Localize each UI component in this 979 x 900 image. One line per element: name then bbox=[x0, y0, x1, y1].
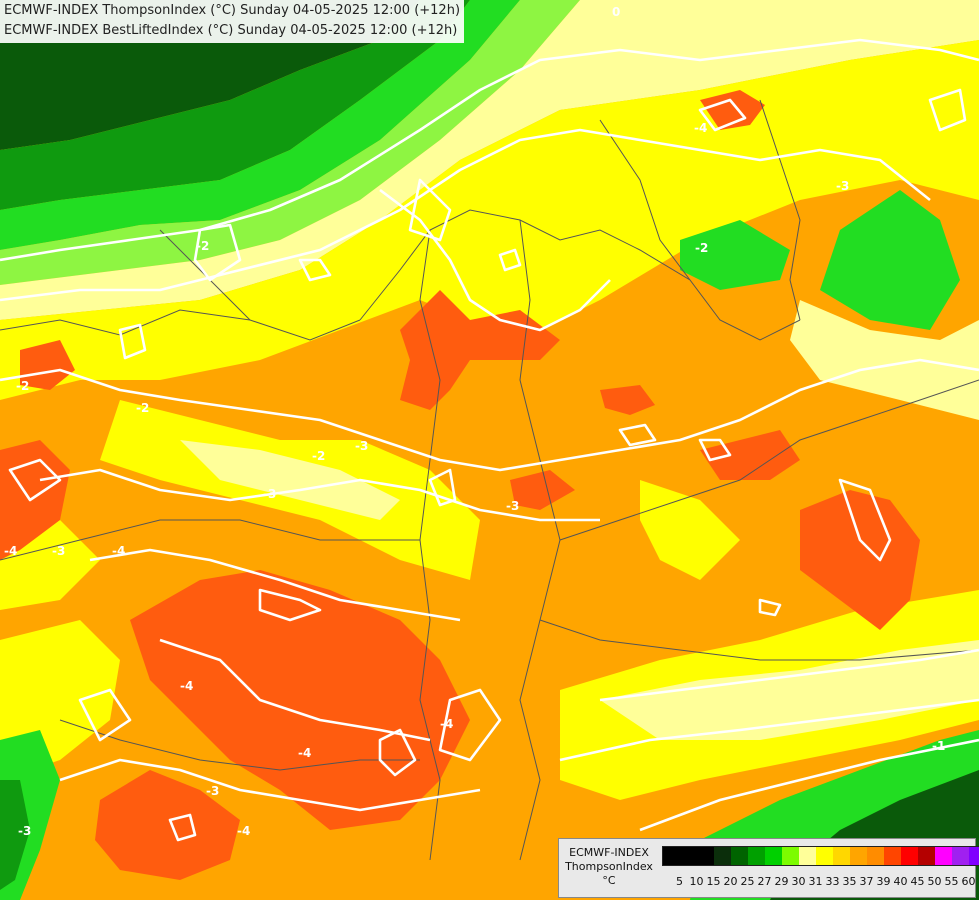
legend-swatch bbox=[714, 847, 731, 865]
field-darkgreen-sw bbox=[0, 780, 30, 890]
contour-label: -2 bbox=[136, 401, 149, 415]
legend-swatch bbox=[901, 847, 918, 865]
field-paleyellow-north bbox=[0, 0, 979, 320]
contour-label: -3 bbox=[18, 824, 31, 838]
legend-tick-label: 50 bbox=[927, 875, 942, 888]
field-redorange-east bbox=[800, 490, 920, 630]
legend-swatch bbox=[697, 847, 714, 865]
contour-label: -4 bbox=[112, 544, 125, 558]
legend-swatch bbox=[748, 847, 765, 865]
contour-label: -4 bbox=[298, 746, 311, 760]
contour-label: -3 bbox=[836, 179, 849, 193]
contour-lines bbox=[0, 38, 979, 842]
contour-label: -1 bbox=[932, 739, 945, 753]
contour-label: -3 bbox=[52, 544, 65, 558]
field-redorange-sw2 bbox=[95, 770, 240, 880]
legend-tick-label: 29 bbox=[774, 875, 789, 888]
legend-unit: °C bbox=[602, 874, 616, 887]
field-lightgreen-north bbox=[0, 0, 580, 285]
legend-tick-label: 15 bbox=[706, 875, 721, 888]
legend-tick-label: 27 bbox=[757, 875, 772, 888]
legend-tick-label: 40 bbox=[893, 875, 908, 888]
legend-swatch bbox=[918, 847, 935, 865]
field-redorange-mid bbox=[700, 430, 800, 480]
field-redorange-nw bbox=[20, 340, 75, 390]
contour-label: -2 bbox=[196, 239, 209, 253]
map-title-box: ECMWF-INDEX ThompsonIndex (°C) Sunday 04… bbox=[0, 0, 465, 43]
legend-swatch bbox=[765, 847, 782, 865]
legend-tick-label: 39 bbox=[876, 875, 891, 888]
contour-label: -3 bbox=[206, 784, 219, 798]
legend-swatch bbox=[799, 847, 816, 865]
field-yellow-north bbox=[0, 40, 979, 400]
field-green-east bbox=[820, 190, 960, 330]
contour-label: -4 bbox=[440, 717, 453, 731]
legend-label: ECMWF-INDEX ThompsonIndex °C bbox=[563, 846, 655, 888]
legend-swatch bbox=[884, 847, 901, 865]
contour-label: -2 bbox=[16, 379, 29, 393]
legend-tick-label: 30 bbox=[791, 875, 806, 888]
contour-label: -4 bbox=[180, 679, 193, 693]
legend-tick-label: 31 bbox=[808, 875, 823, 888]
legend-tick-label: 10 bbox=[689, 875, 704, 888]
legend-swatch bbox=[782, 847, 799, 865]
legend-swatch bbox=[952, 847, 969, 865]
title-best-lifted-index: ECMWF-INDEX BestLiftedIndex (°C) Sunday … bbox=[4, 23, 458, 38]
contour-label: -3 bbox=[506, 499, 519, 513]
legend-subtitle: ThompsonIndex bbox=[565, 860, 653, 873]
legend-swatch bbox=[935, 847, 952, 865]
contour-label: -3 bbox=[355, 439, 368, 453]
field-green-north bbox=[0, 0, 470, 210]
contour-label: -3 bbox=[263, 487, 276, 501]
legend-swatch bbox=[816, 847, 833, 865]
field-paleyellow-east bbox=[790, 300, 979, 420]
field-lightgreen-east bbox=[680, 220, 790, 290]
contour-label: -2 bbox=[695, 241, 708, 255]
legend-tick-label: 25 bbox=[740, 875, 755, 888]
field-redorange-c3 bbox=[510, 470, 575, 510]
contour-label: -4 bbox=[237, 824, 250, 838]
field-redorange-ne bbox=[700, 90, 765, 130]
contour-label: 0 bbox=[612, 5, 620, 19]
legend-tick-label: 45 bbox=[910, 875, 925, 888]
field-redorange-west bbox=[0, 440, 70, 560]
legend-swatch bbox=[680, 847, 697, 865]
contour-label: -4 bbox=[4, 544, 17, 558]
field-paleyellow-central bbox=[180, 440, 400, 520]
legend-tick-label: 37 bbox=[859, 875, 874, 888]
legend-swatch bbox=[833, 847, 850, 865]
legend-swatches bbox=[662, 846, 979, 866]
legend-tick-label: 60 bbox=[961, 875, 976, 888]
contour-label-group: -2 -2 -2 -3 -3 -3 -3 -4 -4 -4 -4 -4 -3 -… bbox=[4, 5, 945, 838]
legend-swatch bbox=[731, 847, 748, 865]
legend-swatch bbox=[969, 847, 979, 865]
legend-ticks: 5 10 15 20 25 27 29 30 31 33 35 37 39 40 45 50 55 60 bbox=[671, 875, 977, 888]
color-legend: ECMWF-INDEX ThompsonIndex °C 5 10 15 20 25 27… bbox=[558, 838, 979, 898]
title-thompson-index: ECMWF-INDEX ThompsonIndex (°C) Sunday 04… bbox=[4, 3, 461, 18]
legend-tick-label: 35 bbox=[842, 875, 857, 888]
contour-label: -4 bbox=[694, 121, 707, 135]
legend-swatch bbox=[867, 847, 884, 865]
legend-tick-label: 33 bbox=[825, 875, 840, 888]
field-redorange-c2 bbox=[600, 385, 655, 415]
legend-tick-label: 5 bbox=[676, 875, 683, 888]
legend-swatch bbox=[663, 847, 680, 865]
legend-swatch bbox=[850, 847, 867, 865]
contour-label: -2 bbox=[312, 449, 325, 463]
field-brightgreen-north bbox=[0, 0, 520, 250]
legend-tick-label: 20 bbox=[723, 875, 738, 888]
legend-tick-label: 55 bbox=[944, 875, 959, 888]
legend-title: ECMWF-INDEX bbox=[569, 846, 649, 859]
